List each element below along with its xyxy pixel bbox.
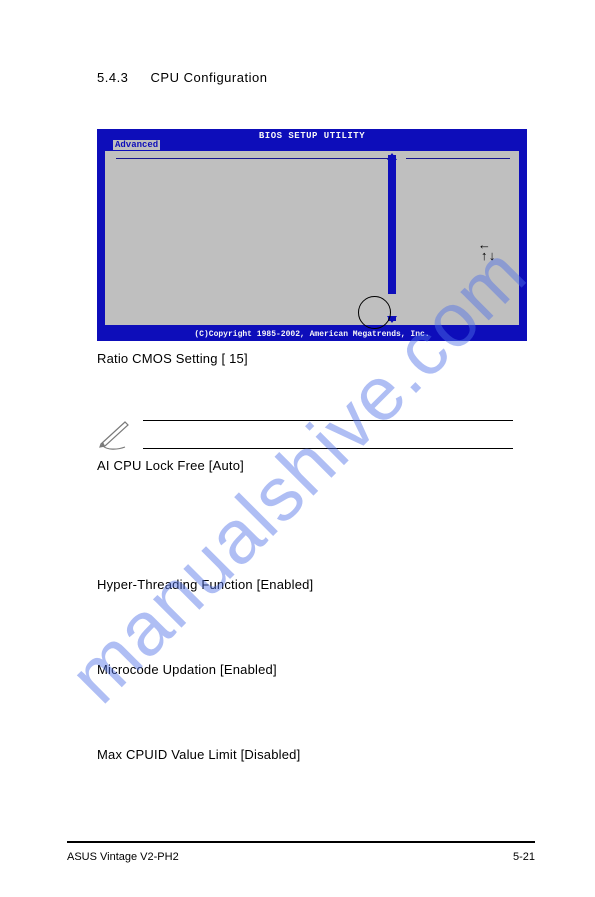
bios-copyright: (C)Copyright 1985-2002, American Megatre… bbox=[97, 330, 527, 339]
footer-right: 5-21 bbox=[513, 851, 535, 863]
section-title: CPU Configuration bbox=[151, 70, 268, 85]
bios-divider-left bbox=[116, 158, 388, 163]
page-footer: ASUS Vintage V2-PH2 5-21 bbox=[67, 851, 535, 863]
bios-divider-right bbox=[406, 158, 510, 159]
footer-left: ASUS Vintage V2-PH2 bbox=[67, 851, 179, 863]
setting-hyper-threading: Hyper-Threading Function [Enabled] bbox=[97, 577, 535, 592]
bios-scrollbar bbox=[388, 155, 396, 321]
setting-ai-cpu-lock: AI CPU Lock Free [Auto] bbox=[97, 458, 535, 473]
bios-screenshot: BIOS SETUP UTILITY Advanced ← ↑↓ (C)Copy… bbox=[97, 129, 527, 341]
bios-nav-line2: ↑↓ bbox=[480, 251, 496, 262]
setting-microcode: Microcode Updation [Enabled] bbox=[97, 662, 535, 677]
section-number: 5.4.3 bbox=[97, 70, 128, 85]
bios-tab: Advanced bbox=[113, 140, 160, 150]
setting-ratio-cmos: Ratio CMOS Setting [ 15] bbox=[97, 351, 535, 366]
note-lines bbox=[97, 420, 535, 450]
bios-nav-glyphs: ← ↑↓ bbox=[480, 240, 496, 262]
footer-rule bbox=[67, 841, 535, 843]
bios-scroll-thumb bbox=[388, 294, 396, 316]
pen-icon bbox=[95, 414, 139, 450]
bios-panel: ← ↑↓ bbox=[105, 151, 519, 325]
setting-max-cpuid: Max CPUID Value Limit [Disabled] bbox=[97, 747, 535, 762]
underline-2 bbox=[143, 448, 513, 449]
underline-1 bbox=[143, 420, 513, 421]
section-heading: 5.4.3 CPU Configuration bbox=[97, 70, 535, 85]
bios-title: BIOS SETUP UTILITY bbox=[97, 131, 527, 141]
